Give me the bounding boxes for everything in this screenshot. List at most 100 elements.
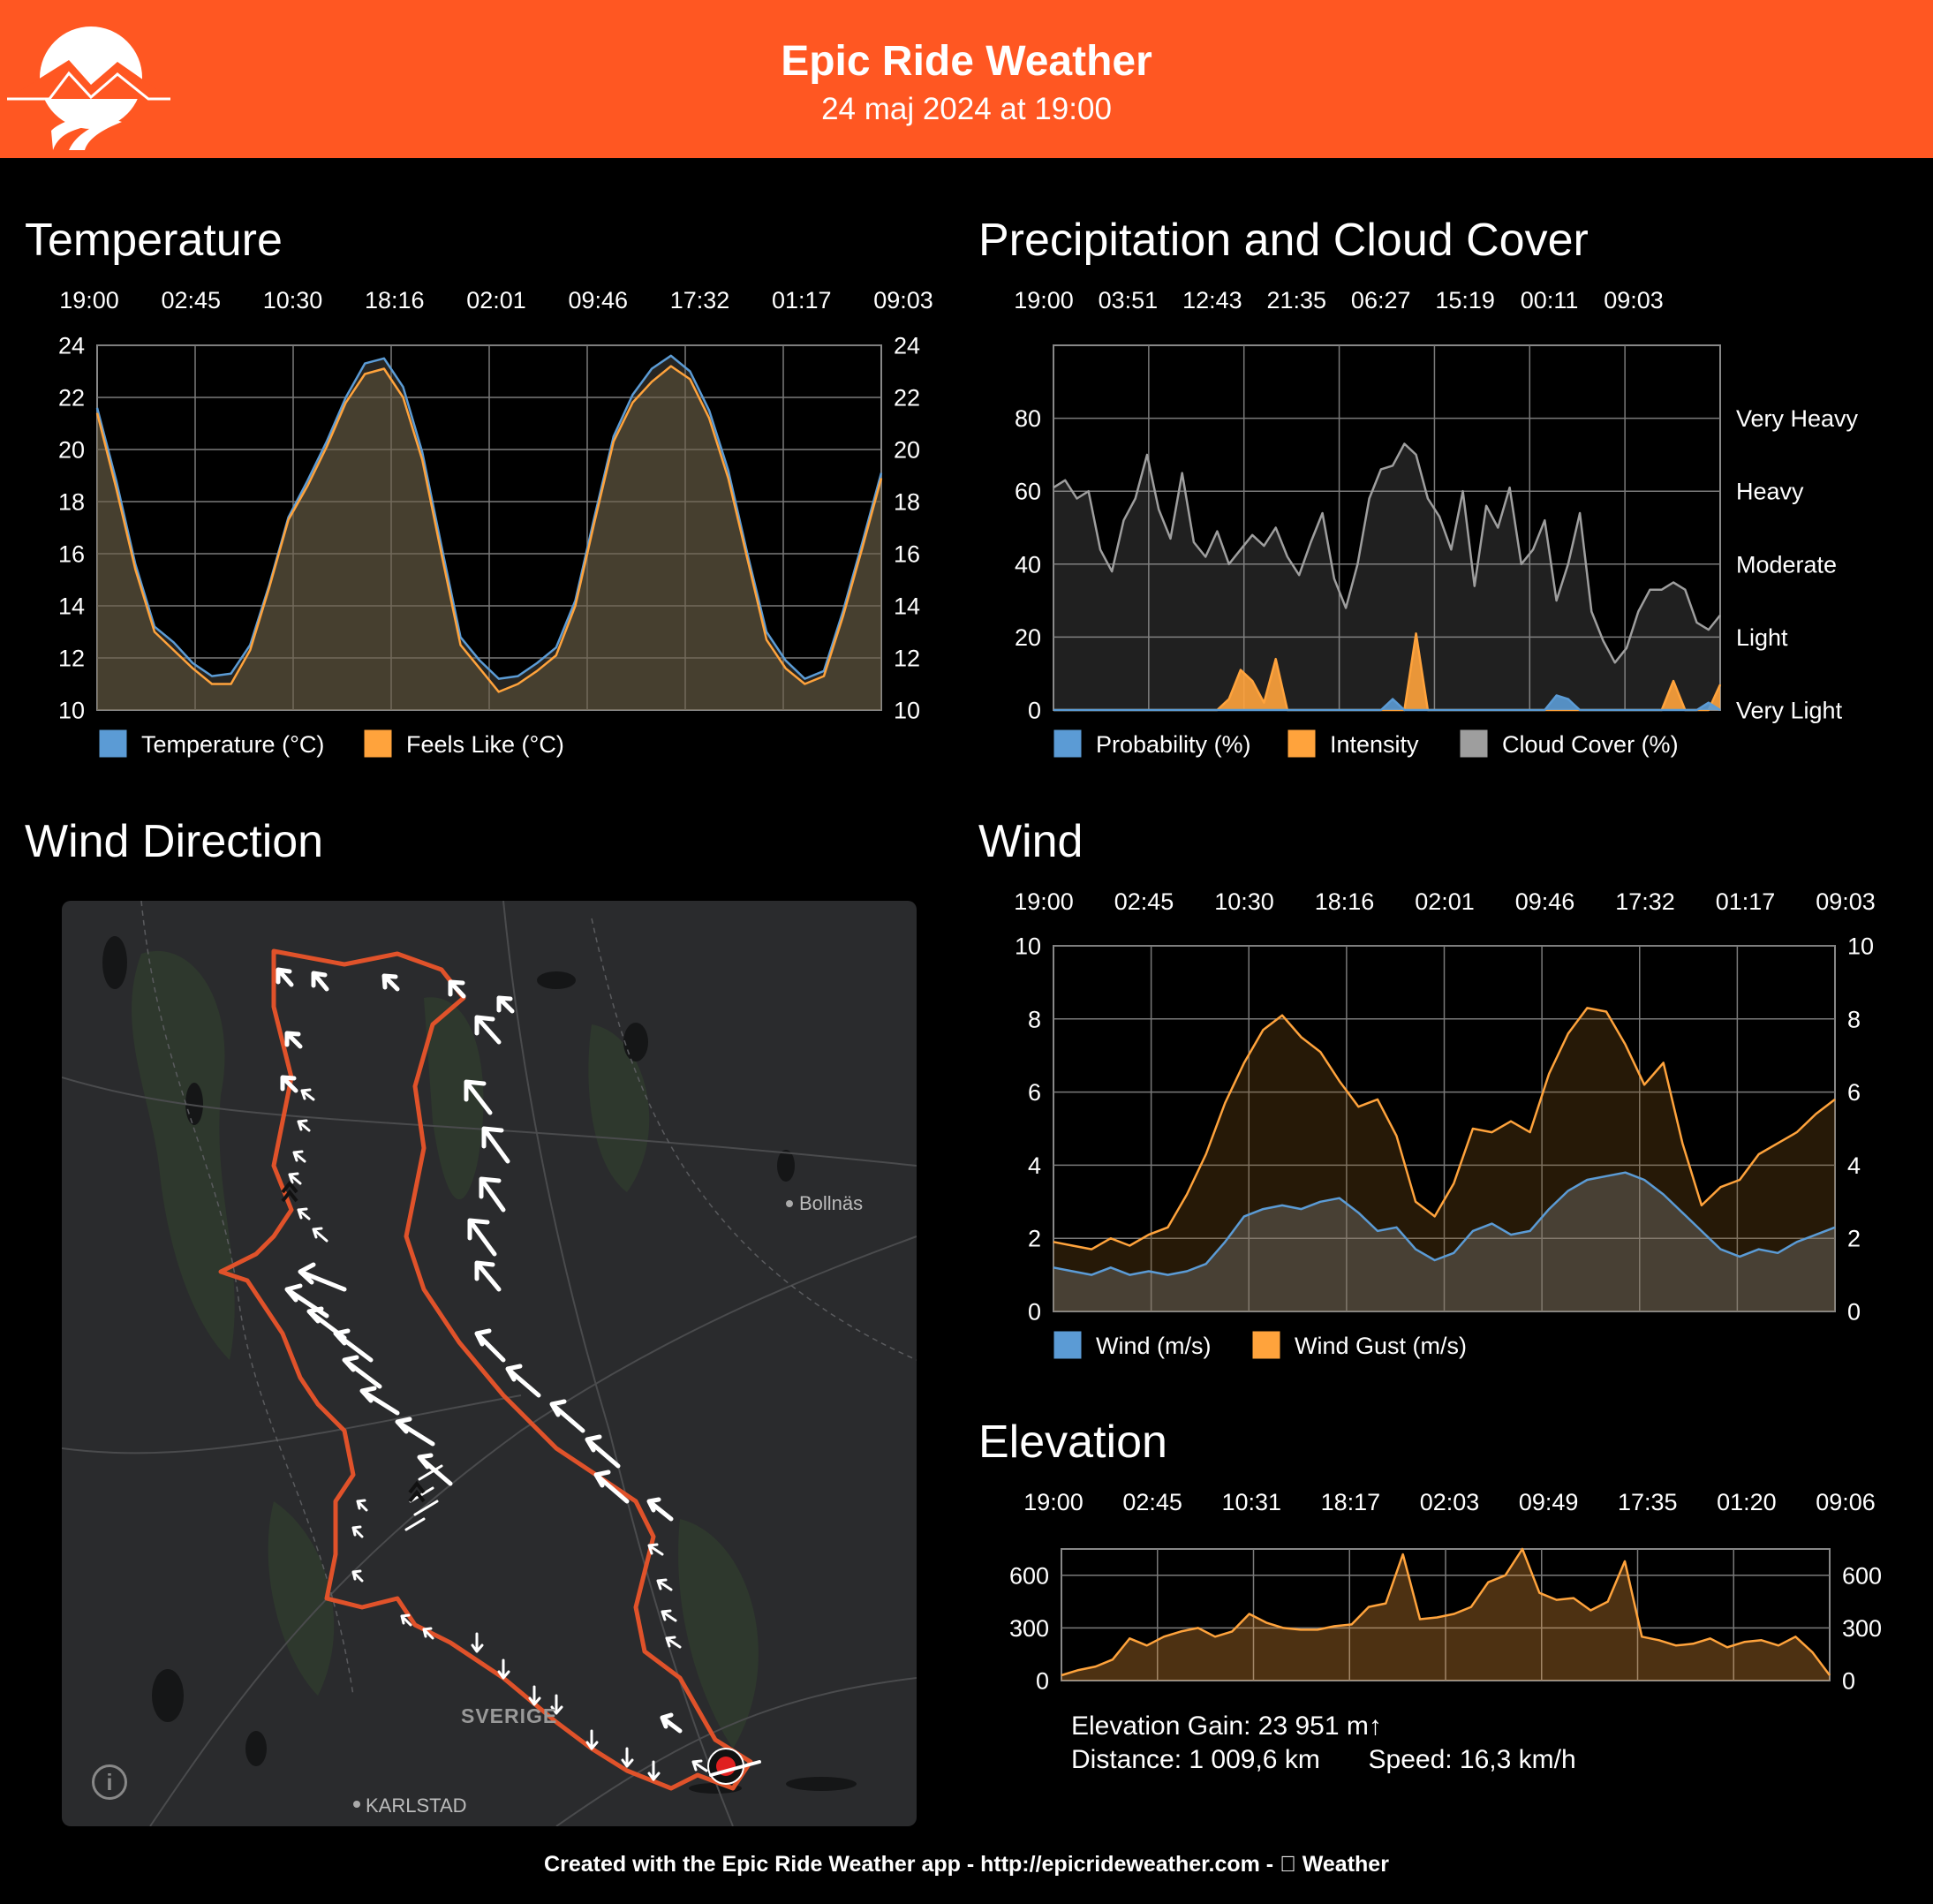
series-area [1053,443,1720,710]
average-speed: Speed: 16,3 km/h [1368,1745,1576,1774]
y-tick-label: 60 [1015,479,1041,505]
intensity-label: Moderate [1736,551,1837,578]
temperature-chart: 19:00 02:45 10:30 18:16 02:01 09:46 17:32 01:17… [58,287,933,759]
intensity-label: Light [1736,624,1788,651]
time-tick-label: 19:00 [1014,287,1074,314]
y-tick-label: 10 [1015,933,1041,959]
y-tick-label: 20 [58,436,85,463]
time-tick-label: 03:51 [1099,287,1159,314]
time-tick-label: 02:03 [1420,1489,1480,1515]
time-tick-label: 00:11 [1521,287,1579,314]
y-tick-label-right: 12 [894,645,920,671]
y-tick-label: 40 [1015,551,1041,578]
legend-swatch [1251,1330,1281,1360]
time-tick-label: 10:30 [263,287,323,314]
time-tick-label: 01:17 [1716,888,1776,915]
series-line [1061,1547,1831,1677]
y-tick-label: 0 [1036,1667,1049,1694]
wind-title: Wind [978,816,1084,867]
intensity-label: Very Light [1736,697,1843,723]
y-tick-label-right: 24 [894,332,920,359]
time-tick-label: 10:30 [1214,888,1274,915]
intensity-label: Heavy [1736,479,1804,505]
series-area [1061,1549,1830,1681]
y-tick-label-right: 0 [1847,1298,1861,1325]
wind-direction-map[interactable]: Bollnäs SVERIGE KARLSTAD i [62,901,917,1826]
map-label-karlstad: KARLSTAD [366,1794,467,1817]
series-area [1053,1008,1835,1311]
series-area [1053,695,1720,710]
series-area [97,366,881,710]
time-tick-label: 02:01 [466,287,526,314]
series-line [1053,1171,1836,1276]
wind-direction-title: Wind Direction [25,816,324,867]
y-tick-label: 0 [1028,697,1041,723]
y-tick-label: 10 [58,697,85,723]
time-tick-label: 15:19 [1435,287,1495,314]
time-tick-label: 02:45 [1114,888,1174,915]
y-tick-label: 16 [58,540,85,567]
time-tick-label: 19:00 [1014,888,1074,915]
legend-label: Feels Like (°C) [406,731,564,758]
y-tick-label-right: 2 [1847,1226,1861,1252]
time-tick-label: 19:00 [1023,1489,1084,1515]
plot-frame [1053,344,1721,711]
time-tick-label: 17:35 [1618,1489,1678,1515]
y-tick-label-right: 300 [1842,1615,1882,1642]
y-tick-label-right: 600 [1842,1562,1882,1589]
time-tick-label: 09:06 [1816,1489,1876,1515]
legend-label: Temperature (°C) [141,731,324,758]
series-line [95,365,883,693]
y-tick-label-right: 14 [894,593,920,619]
y-tick-label-right: 4 [1847,1152,1861,1179]
intensity-label: Very Heavy [1736,405,1859,432]
y-tick-label: 8 [1028,1006,1041,1032]
time-tick-label: 18:16 [1315,888,1375,915]
time-tick-label: 17:32 [1615,888,1675,915]
series-area [97,355,881,710]
time-tick-label: 01:17 [772,287,832,314]
time-tick-label: 09:46 [1515,888,1575,915]
y-tick-label-right: 0 [1842,1667,1855,1694]
y-tick-label: 22 [58,384,85,411]
legend-label: Cloud Cover (%) [1502,731,1679,758]
climb-markers [281,1180,426,1503]
y-tick-label: 20 [1015,624,1041,651]
map-canvas [62,901,917,1826]
report-datetime: 24 maj 2024 at 19:00 [821,92,1112,126]
y-tick-label-right: 8 [1847,1006,1861,1032]
temperature-title: Temperature [25,215,283,266]
time-tick-label: 12:43 [1182,287,1242,314]
y-tick-label: 2 [1028,1226,1041,1252]
time-tick-label: 19:00 [59,287,119,314]
y-tick-label-right: 18 [894,488,920,515]
elevation-chart: 19:00 02:45 10:31 18:17 02:03 09:49 17:35 01:20… [1009,1489,1882,1694]
legend-swatch [363,729,393,759]
time-tick-label: 01:20 [1717,1489,1777,1515]
wind-chart: 19:00 02:45 10:30 18:16 02:01 09:46 17:32 01:17… [1014,888,1876,1360]
series-line [95,354,883,680]
y-tick-label: 14 [58,593,85,619]
legend-label: Probability (%) [1096,731,1251,758]
legend-swatch [1053,1330,1083,1360]
precipitation-chart: 19:00 03:51 12:43 21:35 06:27 15:19 00:11 09:03… [1014,287,1859,759]
series-line [1053,1007,1836,1250]
time-tick-label: 09:49 [1519,1489,1579,1515]
map-label-bollnas: Bollnäs [799,1192,864,1214]
info-icon[interactable]: i [92,1764,127,1800]
y-tick-label: 80 [1015,405,1041,432]
elevation-title: Elevation [978,1417,1167,1468]
time-tick-label: 02:01 [1415,888,1475,915]
y-tick-label-right: 10 [894,697,920,723]
legend-swatch [1053,729,1083,759]
time-tick-label: 18:16 [365,287,425,314]
legend-label: Wind Gust (m/s) [1295,1333,1467,1359]
legend-swatch [1459,729,1489,759]
time-tick-label: 18:17 [1321,1489,1381,1515]
time-tick-label: 09:03 [1604,287,1664,314]
wind-arrows [276,967,708,1781]
elevation-stats: Elevation Gain: 23 951 m↑ Distance: 1 00… [1071,1710,1576,1777]
footer-credit: Created with the Epic Ride Weather app -… [544,1852,1389,1877]
y-tick-label: 18 [58,488,85,515]
y-tick-label: 6 [1028,1079,1041,1106]
